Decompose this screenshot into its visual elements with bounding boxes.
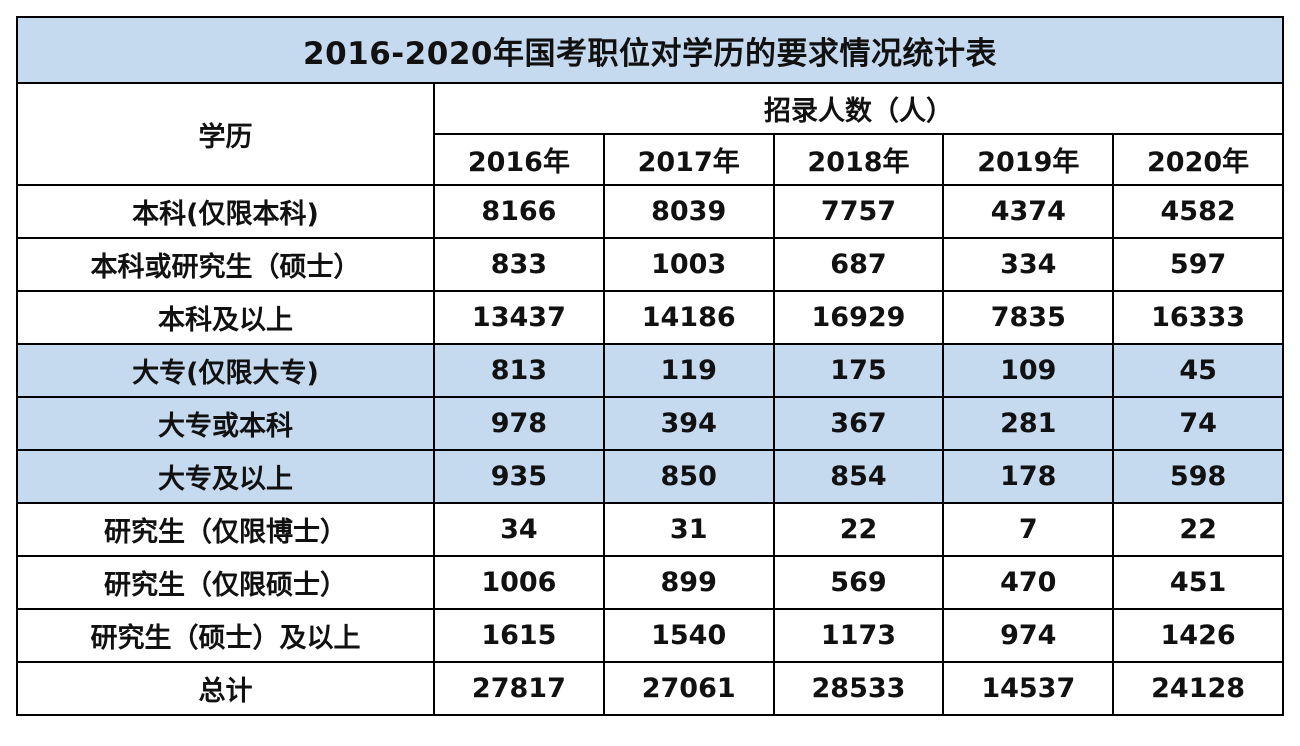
table-row: 本科及以上 13437 14186 16929 7835 16333 bbox=[16, 290, 1285, 345]
table-row: 大专或本科 978 394 367 281 74 bbox=[16, 396, 1285, 451]
table-cell: 899 bbox=[602, 555, 775, 610]
table-cell: 24128 bbox=[1112, 661, 1285, 716]
row-label: 研究生（仅限硕士） bbox=[16, 555, 435, 610]
table-cell: 569 bbox=[772, 555, 945, 610]
table-row: 总计 27817 27061 28533 14537 24128 bbox=[16, 661, 1285, 716]
table-cell: 28533 bbox=[772, 661, 945, 716]
table-row: 研究生（硕士）及以上 1615 1540 1173 974 1426 bbox=[16, 608, 1285, 663]
table-cell: 4582 bbox=[1112, 184, 1285, 239]
table-row: 研究生（仅限硕士） 1006 899 569 470 451 bbox=[16, 555, 1285, 610]
table-cell: 8166 bbox=[433, 184, 605, 239]
table-cell: 687 bbox=[772, 237, 945, 292]
table-cell: 813 bbox=[433, 343, 605, 398]
table-cell: 13437 bbox=[433, 290, 605, 345]
row-label: 总计 bbox=[16, 661, 435, 716]
row-label: 本科及以上 bbox=[16, 290, 435, 345]
table-cell: 31 bbox=[602, 502, 775, 557]
year-header: 2016年 bbox=[433, 133, 605, 186]
table-cell: 854 bbox=[772, 449, 945, 504]
table-cell: 451 bbox=[1112, 555, 1285, 610]
table-row: 本科或研究生（硕士） 833 1003 687 334 597 bbox=[16, 237, 1285, 292]
table-cell: 470 bbox=[942, 555, 1115, 610]
table-cell: 597 bbox=[1112, 237, 1285, 292]
table-cell: 598 bbox=[1112, 449, 1285, 504]
table-cell: 281 bbox=[942, 396, 1115, 451]
year-header: 2018年 bbox=[772, 133, 945, 186]
table-cell: 27817 bbox=[433, 661, 605, 716]
table-row: 研究生（仅限博士） 34 31 22 7 22 bbox=[16, 502, 1285, 557]
table-cell: 7 bbox=[942, 502, 1115, 557]
table-cell: 16929 bbox=[772, 290, 945, 345]
table-cell: 109 bbox=[942, 343, 1115, 398]
table-cell: 175 bbox=[772, 343, 945, 398]
table-cell: 1006 bbox=[433, 555, 605, 610]
table-cell: 974 bbox=[942, 608, 1115, 663]
year-header: 2017年 bbox=[602, 133, 775, 186]
table-cell: 119 bbox=[602, 343, 775, 398]
stats-table-frame: 2016-2020年国考职位对学历的要求情况统计表 学历 招录人数（人） 201… bbox=[15, 16, 1285, 716]
table-cell: 1540 bbox=[602, 608, 775, 663]
table-cell: 334 bbox=[942, 237, 1115, 292]
table-cell: 8039 bbox=[602, 184, 775, 239]
table-cell: 22 bbox=[1112, 502, 1285, 557]
table-cell: 27061 bbox=[602, 661, 775, 716]
row-label: 本科(仅限本科) bbox=[16, 184, 435, 239]
table-cell: 178 bbox=[942, 449, 1115, 504]
table-cell: 1003 bbox=[602, 237, 775, 292]
year-header: 2020年 bbox=[1112, 133, 1285, 186]
row-label: 大专(仅限大专) bbox=[16, 343, 435, 398]
year-header: 2019年 bbox=[942, 133, 1115, 186]
table-cell: 7835 bbox=[942, 290, 1115, 345]
recruit-count-header: 招录人数（人） bbox=[432, 82, 1285, 135]
table-cell: 14537 bbox=[942, 661, 1115, 716]
table-cell: 14186 bbox=[602, 290, 775, 345]
table-cell: 1173 bbox=[772, 608, 945, 663]
table-title: 2016-2020年国考职位对学历的要求情况统计表 bbox=[15, 16, 1285, 84]
table-cell: 1615 bbox=[433, 608, 605, 663]
table-cell: 45 bbox=[1112, 343, 1285, 398]
row-label: 本科或研究生（硕士） bbox=[16, 237, 435, 292]
stats-table: 2016-2020年国考职位对学历的要求情况统计表 学历 招录人数（人） 201… bbox=[15, 16, 1285, 716]
row-label: 大专及以上 bbox=[16, 449, 435, 504]
table-cell: 34 bbox=[433, 502, 605, 557]
table-cell: 1426 bbox=[1112, 608, 1285, 663]
table-cell: 22 bbox=[772, 502, 945, 557]
table-cell: 394 bbox=[602, 396, 775, 451]
row-label: 研究生（硕士）及以上 bbox=[16, 608, 435, 663]
row-label: 大专或本科 bbox=[16, 396, 435, 451]
table-cell: 850 bbox=[602, 449, 775, 504]
table-cell: 978 bbox=[433, 396, 605, 451]
table-cell: 833 bbox=[433, 237, 605, 292]
table-row: 大专(仅限大专) 813 119 175 109 45 bbox=[16, 343, 1285, 398]
table-cell: 367 bbox=[772, 396, 945, 451]
table-cell: 7757 bbox=[772, 184, 945, 239]
table-cell: 16333 bbox=[1112, 290, 1285, 345]
table-cell: 935 bbox=[433, 449, 605, 504]
table-row: 大专及以上 935 850 854 178 598 bbox=[16, 449, 1285, 504]
row-label: 研究生（仅限博士） bbox=[16, 502, 435, 557]
education-header: 学历 bbox=[16, 82, 435, 186]
table-row: 本科(仅限本科) 8166 8039 7757 4374 4582 bbox=[16, 184, 1285, 239]
table-cell: 74 bbox=[1112, 396, 1285, 451]
table-cell: 4374 bbox=[942, 184, 1115, 239]
